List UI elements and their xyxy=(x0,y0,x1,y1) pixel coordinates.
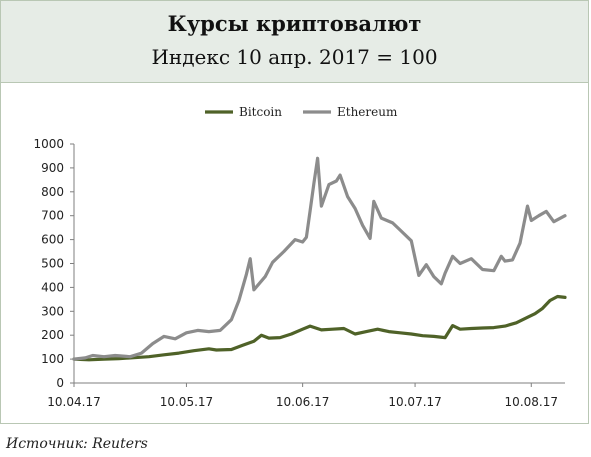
source-note: Источник: Reuters xyxy=(6,436,148,452)
y-tick-label: 1000 xyxy=(33,137,64,151)
y-tick-label: 500 xyxy=(41,257,64,271)
x-tick-label: 10.05.17 xyxy=(160,395,213,409)
series-line-ethereum xyxy=(72,156,567,361)
y-tick-label: 0 xyxy=(56,376,64,390)
y-tick-label: 700 xyxy=(41,209,64,223)
y-tick-label: 600 xyxy=(41,233,64,247)
series-line-bitcoin xyxy=(72,294,567,362)
x-tick-label: 10.08.17 xyxy=(505,395,558,409)
y-tick-label: 900 xyxy=(41,161,64,175)
chart-title: Курсы криптовалют xyxy=(167,11,422,36)
legend-label-ethereum: Ethereum xyxy=(337,105,398,119)
x-tick-label: 10.06.17 xyxy=(276,395,329,409)
y-tick-label: 200 xyxy=(41,328,64,342)
legend-label-bitcoin: Bitcoin xyxy=(239,105,282,119)
chart-header: Курсы криптовалют Индекс 10 апр. 2017 = … xyxy=(1,1,588,83)
y-tick-label: 400 xyxy=(41,280,64,294)
chart-subtitle: Индекс 10 апр. 2017 = 100 xyxy=(151,45,438,69)
chart-frame xyxy=(0,0,589,424)
y-tick-label: 300 xyxy=(41,304,64,318)
line-chart: 0 100 200 300 400 500 600 700 800 900 1000 10.04.17… xyxy=(33,105,567,409)
x-tick-label: 10.07.17 xyxy=(388,395,441,409)
y-tick-label: 100 xyxy=(41,352,64,366)
y-tick-label: 800 xyxy=(41,185,64,199)
x-tick-label: 10.04.17 xyxy=(47,395,100,409)
